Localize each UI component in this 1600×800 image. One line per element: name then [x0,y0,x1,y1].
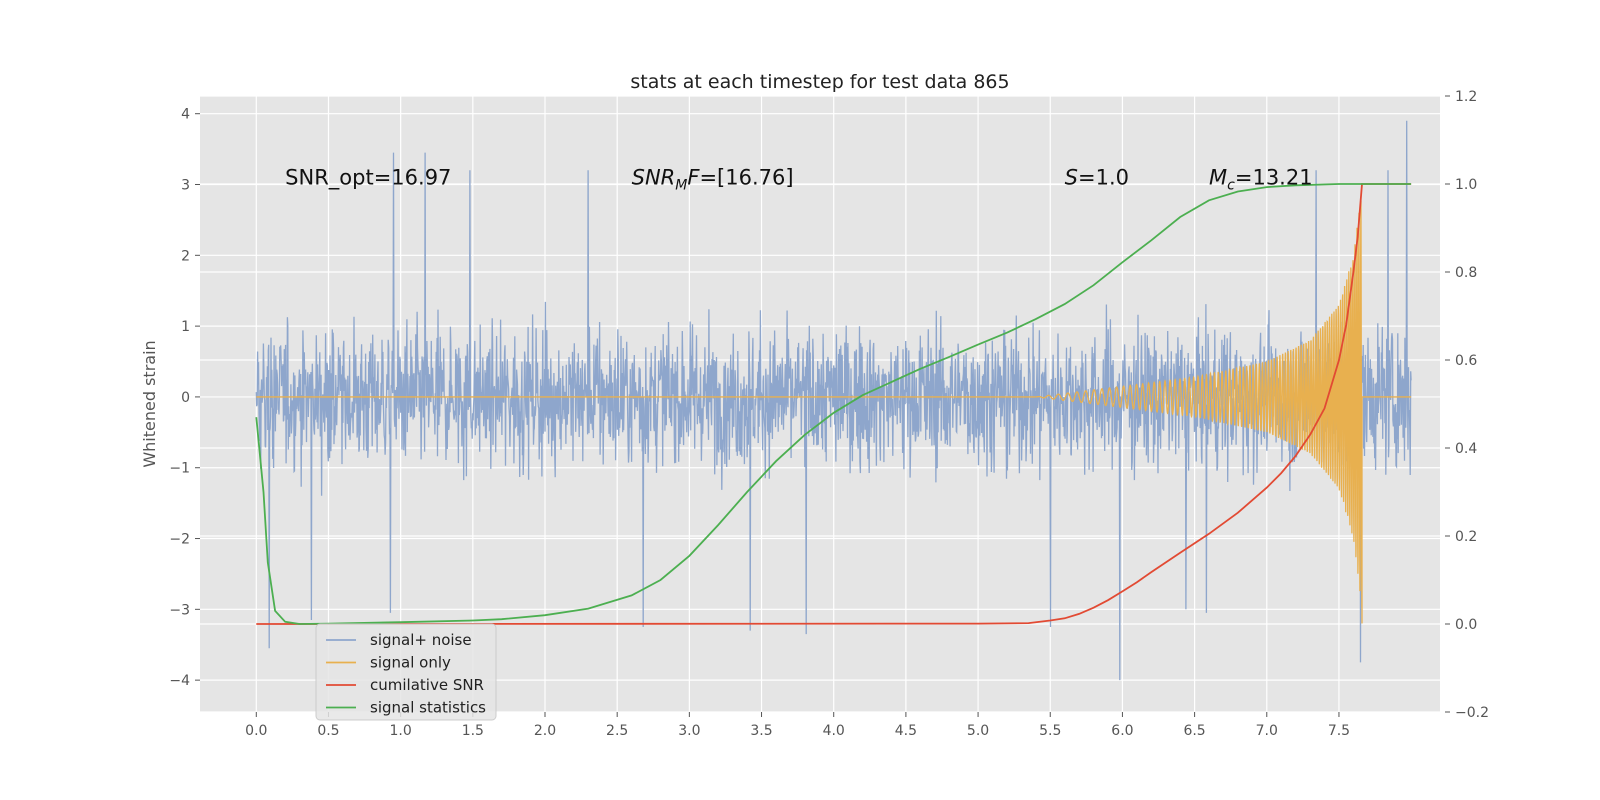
chart-title: stats at each timestep for test data 865 [630,71,1009,93]
annotation: Mc=13.21 [1209,166,1313,194]
y2-tick-label: 0.8 [1455,265,1477,281]
x-tick-label: 4.5 [895,723,917,739]
plot-series [255,120,1412,681]
y2-tick-label: 1.0 [1455,177,1477,193]
annotation: SNRMF=[16.76] [632,166,794,194]
y-tick-label: −4 [169,673,190,689]
statistics-lines [255,183,1412,625]
y-tick-label: −1 [169,461,190,477]
legend-label: signal+ noise [370,631,472,649]
legend-box [315,623,497,721]
x-tick-label: 4.0 [823,723,845,739]
legend-label: cumilative SNR [370,676,484,694]
y-axis-label: Whitened strain [140,340,159,467]
y-tick-label: −3 [169,602,190,618]
x-tick-label: 5.5 [1039,723,1061,739]
y2-tick-label: 0.2 [1455,529,1477,545]
annotation: S=1.0 [1065,166,1129,190]
y2-tick-label: 0.6 [1455,353,1477,369]
y-tick-label: 4 [181,107,190,123]
y2-tick-label: 0.0 [1455,617,1477,633]
x-tick-label: 0.0 [245,723,267,739]
y-tick-label: 2 [181,248,190,264]
axis-ticks: 0.0 0.5 1.0 1.5 2.0 2.5 3.0 3.5 4.0 4.5 5.0 5.5 6.0 6… [169,89,1489,739]
cumulative-snr-line [256,183,1412,625]
signal-statistics-line [255,183,1412,625]
x-tick-label: 1.5 [462,723,484,739]
legend-label: signal statistics [370,699,486,717]
signal-only-chirp [1035,200,1363,624]
legend: signal+ noise signal only cumilative SNR si… [315,623,497,721]
y-tick-label: 1 [181,319,190,335]
x-tick-label: 6.5 [1183,723,1205,739]
signal-only-series [256,200,1412,624]
x-tick-label: 5.0 [967,723,989,739]
y-tick-label: −2 [169,532,190,548]
x-tick-label: 2.5 [606,723,628,739]
x-tick-label: 1.0 [390,723,412,739]
y2-tick-label: 0.4 [1455,441,1477,457]
annotations: SNR_opt=16.97 SNRMF=[16.76] S=1.0 Mc=13.21 [285,166,1312,194]
x-tick-label: 3.0 [678,723,700,739]
x-tick-label: 6.0 [1111,723,1133,739]
annotation: SNR_opt=16.97 [285,166,451,191]
x-tick-label: 7.0 [1256,723,1278,739]
y-tick-label: 3 [181,178,190,194]
x-tick-label: 7.5 [1328,723,1350,739]
grid [200,95,1440,713]
x-tick-label: 3.5 [750,723,772,739]
legend-label: signal only [370,654,451,672]
x-tick-label: 2.0 [534,723,556,739]
y2-tick-label: −0.2 [1455,705,1489,721]
y-tick-label: 0 [181,390,190,406]
y2-tick-label: 1.2 [1455,89,1477,105]
x-tick-label: 0.5 [317,723,339,739]
